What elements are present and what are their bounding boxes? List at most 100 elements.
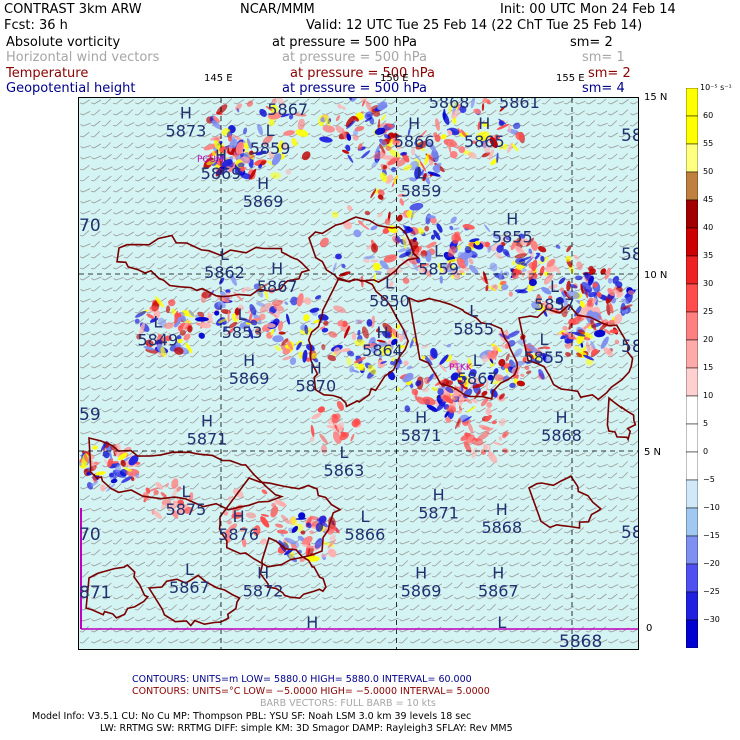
height-center-type: H xyxy=(492,564,504,583)
height-center-type: H xyxy=(180,103,192,122)
height-value: 5868 xyxy=(541,426,582,445)
colorbar-tick-label: 0 xyxy=(703,447,709,456)
colorbar-tick-label: 25 xyxy=(703,307,714,316)
height-center-type: L xyxy=(434,242,443,261)
colorbar-tick-label: 30 xyxy=(703,279,714,288)
colorbar-segment xyxy=(686,227,698,257)
height-value: 5863 xyxy=(324,461,365,480)
colorbar-tick-label: 35 xyxy=(703,251,714,260)
height-center-type: H xyxy=(415,408,427,427)
height-value: 5868 xyxy=(429,98,470,112)
init-time: Init: 00 UTC Mon 24 Feb 14 xyxy=(500,2,676,17)
height-value: 5871 xyxy=(418,504,459,523)
edge-height-label: 587 xyxy=(621,126,638,146)
height-value: 5866 xyxy=(345,525,386,544)
lat-label-5n: 5 N xyxy=(644,447,662,458)
height-center-type: L xyxy=(539,330,548,349)
field-name-temperature: Temperature xyxy=(6,66,89,81)
height-center-type: L xyxy=(339,443,348,462)
height-value: 5855 xyxy=(524,348,565,367)
height-value: 5867 xyxy=(169,578,210,597)
map-canvas: H5873H5867H5868H5861H5866H5865L5859H5869… xyxy=(79,98,638,649)
height-value: 5859 xyxy=(250,139,291,158)
height-center-type: L xyxy=(497,613,506,632)
height-center-type: H xyxy=(433,486,445,505)
height-center-type: H xyxy=(555,408,567,427)
field-pressure-vorticity: at pressure = 500 hPa xyxy=(272,35,417,50)
colorbar-segment xyxy=(686,88,698,117)
field-name-vorticity: Absolute vorticity xyxy=(6,35,121,50)
height-value: 5859 xyxy=(418,260,459,279)
colorbar-tick-label: 5 xyxy=(703,419,709,428)
height-center-type: L xyxy=(385,273,394,292)
lon-label-155: 155 E xyxy=(556,73,585,84)
station-pgum: PGUM xyxy=(197,155,224,165)
edge-height-label: 70 xyxy=(79,216,101,236)
height-value: 5873 xyxy=(166,121,207,140)
height-center-type: L xyxy=(360,507,369,526)
height-value: 5855 xyxy=(453,320,494,339)
colorbar-segment xyxy=(686,311,698,341)
coastlines xyxy=(85,216,637,627)
height-value: 5869 xyxy=(243,192,284,211)
vorticity-field xyxy=(79,98,636,563)
lat-label-10n: 10 N xyxy=(644,270,668,281)
lon-label-145: 145 E xyxy=(204,73,233,84)
height-value: 5866 xyxy=(394,132,435,151)
edge-height-label: 587 xyxy=(621,245,638,265)
forecast-hour: Fcst: 36 h xyxy=(4,18,68,33)
height-center-type: L xyxy=(181,482,190,501)
height-value: 5850 xyxy=(369,291,410,310)
height-value: 5869 xyxy=(401,582,442,601)
height-center-type: H xyxy=(257,564,269,583)
height-value: 5872 xyxy=(243,582,284,601)
height-value: 5857 xyxy=(534,295,575,314)
height-value: 5861 xyxy=(499,98,540,112)
colorbar-tick-label: 20 xyxy=(703,335,714,344)
contours-height-info: CONTOURS: UNITS=m LOW= 5880.0 HIGH= 5880… xyxy=(132,674,472,685)
height-center-type: H xyxy=(478,114,490,133)
lat-lon-grid xyxy=(79,98,638,649)
field-smooth-temperature: sm= 2 xyxy=(588,66,631,81)
lon-label-150: 150 E xyxy=(380,73,409,84)
field-pressure-wind: at pressure = 500 hPa xyxy=(282,50,427,65)
colorbar-segment xyxy=(686,507,698,537)
field-name-height: Geopotential height xyxy=(6,81,136,96)
height-center-type: H xyxy=(271,259,283,278)
colorbar-segment xyxy=(686,451,698,481)
colorbar-tick-label: 60 xyxy=(703,111,714,120)
colorbar-segment xyxy=(686,171,698,201)
height-value: 5867 xyxy=(478,582,519,601)
height-value: 5859 xyxy=(401,182,442,201)
colorbar-segment xyxy=(686,283,698,313)
height-center-type: H xyxy=(496,500,508,519)
colorbar-tick-label: −15 xyxy=(703,531,720,540)
height-center-type: H xyxy=(306,613,318,632)
height-center-type: H xyxy=(415,564,427,583)
field-smooth-height: sm= 4 xyxy=(582,81,625,96)
height-center-type: H xyxy=(506,210,518,229)
field-smooth-wind: sm= 1 xyxy=(582,50,625,65)
height-center-type: H xyxy=(310,358,322,377)
height-center-type: H xyxy=(233,507,245,526)
wind-barbs xyxy=(79,98,638,644)
height-value: 5869 xyxy=(229,369,270,388)
colorbar-tick-label: −20 xyxy=(703,559,720,568)
colorbar-segment xyxy=(686,339,698,369)
edge-height-label: 70 xyxy=(79,525,101,545)
model-info-line2: LW: RRTMG SW: RRTMG DIFF: simple KM: 3D … xyxy=(100,723,513,734)
colorbar-segment xyxy=(686,479,698,509)
height-center-type: H xyxy=(257,174,269,193)
model-info-line1: Model Info: V3.5.1 CU: No Cu MP: Thompso… xyxy=(32,711,472,722)
height-value: 5867 xyxy=(267,100,308,119)
station-ptkk: PTKK xyxy=(449,363,473,373)
height-labels: H5873H5867H5868H5861H5866H5865L5859H5869… xyxy=(137,98,581,632)
height-center-type: L xyxy=(238,305,247,324)
colorbar-unit: 10⁻⁵ s⁻¹ xyxy=(700,83,732,92)
colorbar-tick-label: −25 xyxy=(703,587,720,596)
colorbar-tick-label: −10 xyxy=(703,503,720,512)
height-center-type: H xyxy=(215,146,227,165)
height-value: 5862 xyxy=(204,263,245,282)
colorbar-tick-label: −30 xyxy=(703,615,720,624)
height-value: 5870 xyxy=(295,376,336,395)
